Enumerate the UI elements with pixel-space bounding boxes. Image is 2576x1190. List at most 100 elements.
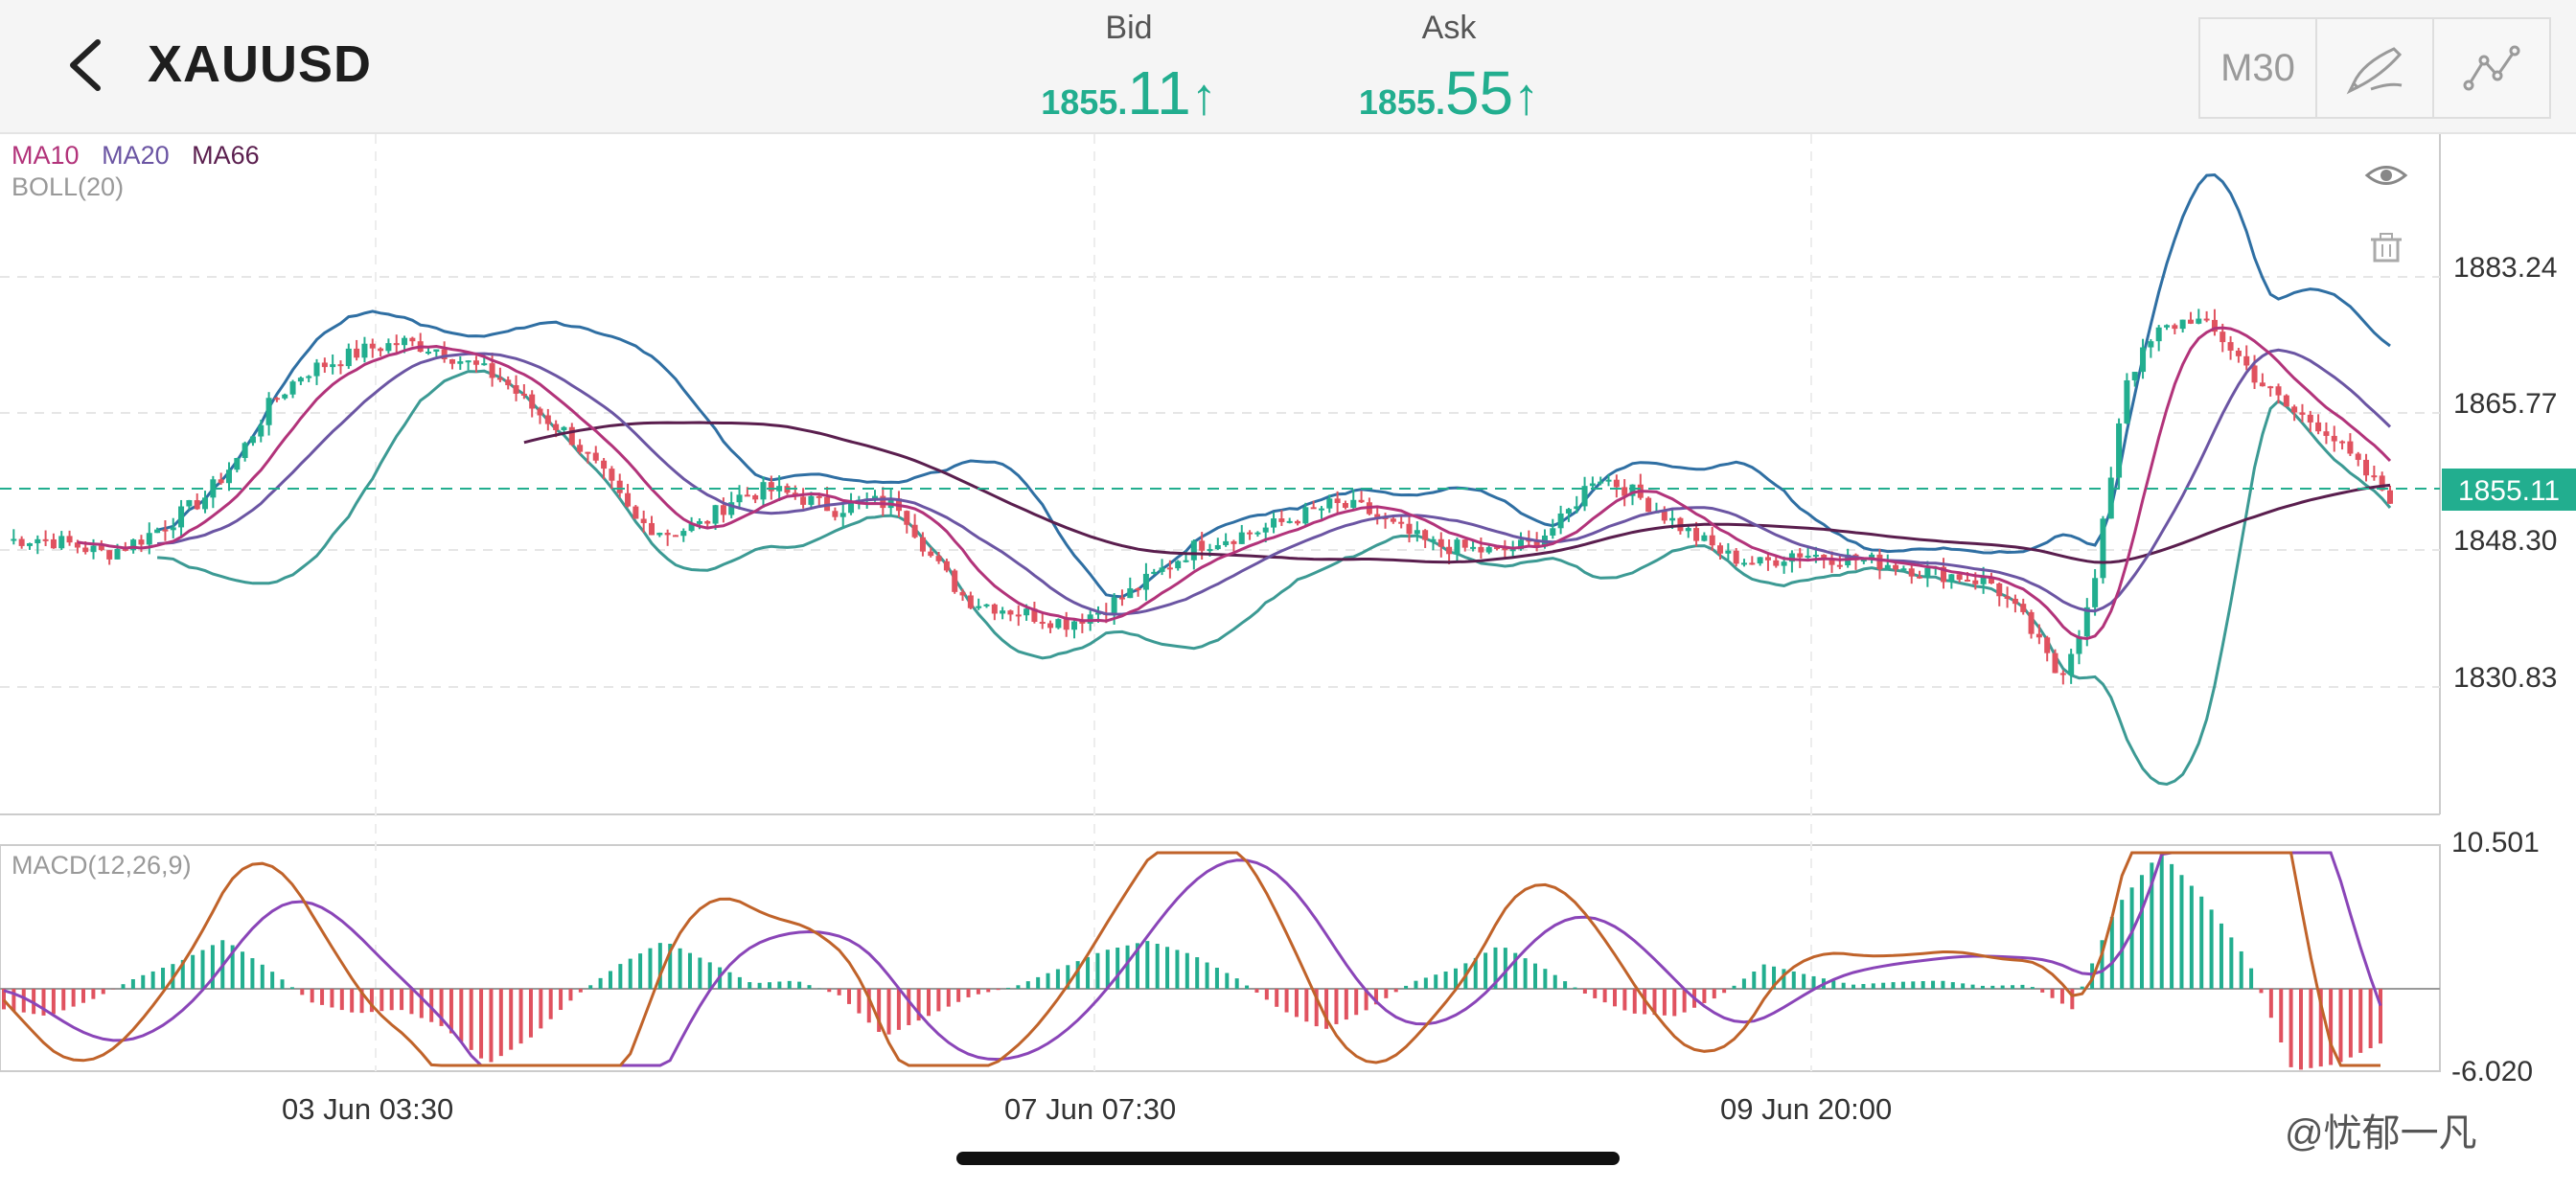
candle-body bbox=[330, 364, 336, 368]
indicator-button[interactable] bbox=[2434, 19, 2549, 117]
candle-body bbox=[616, 480, 623, 493]
candle-body bbox=[736, 494, 743, 503]
back-arrow-icon[interactable] bbox=[58, 36, 115, 94]
candle-body bbox=[2004, 596, 2011, 599]
candle-body bbox=[306, 376, 312, 378]
candle-body bbox=[1310, 507, 1317, 510]
price-tick-label: 1848.30 bbox=[2453, 525, 2557, 557]
candle-body bbox=[1685, 528, 1691, 532]
watermark: @忧郁一凡 bbox=[2285, 1112, 2477, 1155]
eye-icon[interactable] bbox=[2364, 166, 2408, 185]
price-chart[interactable]: 1855.11 1883.24 1865.77 1848.30 1830.83 … bbox=[0, 132, 2576, 1092]
candle-body bbox=[1598, 481, 1604, 484]
candle-body bbox=[2315, 422, 2322, 432]
time-tick-label: 07 Jun 07:30 bbox=[1004, 1092, 1177, 1126]
candle-body bbox=[1398, 521, 1405, 524]
candle-body bbox=[2107, 477, 2114, 519]
ma20-line bbox=[157, 348, 2392, 616]
candle-body bbox=[1717, 545, 1724, 554]
candle-body bbox=[720, 505, 726, 515]
candle-body bbox=[1262, 527, 1269, 533]
candle-body bbox=[1430, 538, 1437, 541]
candle-body bbox=[1422, 530, 1429, 540]
candle-body bbox=[1094, 612, 1101, 615]
candle-body bbox=[529, 394, 536, 409]
candle-body bbox=[409, 337, 416, 342]
home-indicator[interactable] bbox=[956, 1152, 1620, 1165]
candle-body bbox=[170, 527, 176, 531]
candle-body bbox=[42, 538, 49, 541]
candle-body bbox=[1876, 554, 1883, 570]
candle-body bbox=[561, 426, 567, 430]
draw-tool-button[interactable] bbox=[2317, 19, 2434, 117]
chart-toolbar: M30 bbox=[2198, 17, 2551, 119]
candle-body bbox=[433, 349, 440, 353]
candle-body bbox=[1223, 540, 1230, 545]
grid-lines bbox=[0, 134, 2440, 1071]
candle-body bbox=[1111, 597, 1117, 615]
candle-body bbox=[1127, 588, 1134, 599]
candle-body bbox=[2036, 633, 2042, 638]
candle-body bbox=[58, 536, 65, 549]
candle-body bbox=[11, 538, 17, 541]
candle-body bbox=[154, 529, 161, 534]
price-tick-label: 1865.77 bbox=[2453, 388, 2557, 420]
candle-body bbox=[2100, 518, 2106, 579]
candle-body bbox=[98, 545, 104, 551]
candle-body bbox=[2148, 341, 2154, 348]
candle-body bbox=[1214, 544, 1221, 550]
candle-body bbox=[513, 385, 519, 394]
candle-body bbox=[1613, 479, 1620, 488]
candle-body bbox=[1509, 549, 1516, 552]
candle-body bbox=[2140, 347, 2147, 373]
timeframe-label: M30 bbox=[2220, 46, 2295, 89]
candle-body bbox=[2012, 598, 2018, 605]
ma-legend: MA10 MA20 MA66 bbox=[12, 141, 260, 170]
candle-body bbox=[282, 394, 288, 399]
candle-body bbox=[1159, 567, 1165, 572]
current-price-tag: 1855.11 bbox=[2442, 469, 2576, 511]
candle-body bbox=[249, 436, 256, 444]
candle-body bbox=[1733, 550, 1739, 564]
ask-quote[interactable]: Ask 1855.55↑ bbox=[1334, 8, 1564, 128]
candle-body bbox=[1278, 518, 1285, 522]
candle-body bbox=[1908, 568, 1915, 577]
candle-body bbox=[1079, 621, 1086, 624]
candle-body bbox=[1557, 513, 1564, 529]
candle-body bbox=[1821, 554, 1828, 560]
candle-body bbox=[808, 495, 815, 505]
timeframe-button[interactable]: M30 bbox=[2200, 19, 2317, 117]
time-tick-label: 09 Jun 20:00 bbox=[1720, 1092, 1893, 1126]
candle-body bbox=[1390, 518, 1396, 522]
bid-quote[interactable]: Bid 1855.11↑ bbox=[1014, 8, 1244, 128]
candle-body bbox=[625, 492, 632, 507]
candle-body bbox=[1661, 511, 1668, 521]
candle-body bbox=[1135, 588, 1141, 591]
candle-body bbox=[273, 398, 280, 400]
candle-body bbox=[34, 538, 41, 544]
ask-up-arrow-icon: ↑ bbox=[1513, 68, 1540, 126]
candle-body bbox=[1454, 539, 1460, 555]
candle-body bbox=[1247, 532, 1254, 535]
bollinger-bands bbox=[156, 172, 2392, 787]
candle-body bbox=[1485, 547, 1492, 553]
price-tick-label: 1883.24 bbox=[2453, 252, 2557, 284]
trash-icon[interactable] bbox=[2371, 233, 2402, 263]
candle-body bbox=[1207, 549, 1213, 552]
candle-body bbox=[369, 343, 376, 349]
candle-body bbox=[1669, 517, 1676, 521]
candle-body bbox=[1589, 483, 1596, 487]
candle-body bbox=[1166, 567, 1173, 570]
candle-body bbox=[1948, 574, 1955, 583]
candle-body bbox=[2227, 342, 2234, 351]
candle-body bbox=[2172, 325, 2178, 330]
candle-body bbox=[871, 495, 878, 499]
candle-body bbox=[162, 529, 169, 532]
candle-body bbox=[1318, 508, 1324, 511]
candle-body bbox=[1996, 584, 2003, 597]
candle-body bbox=[66, 536, 73, 543]
candle-body bbox=[1461, 539, 1468, 548]
candle-body bbox=[1071, 621, 1078, 630]
candle-body bbox=[2203, 318, 2210, 321]
candle-body bbox=[289, 381, 296, 395]
